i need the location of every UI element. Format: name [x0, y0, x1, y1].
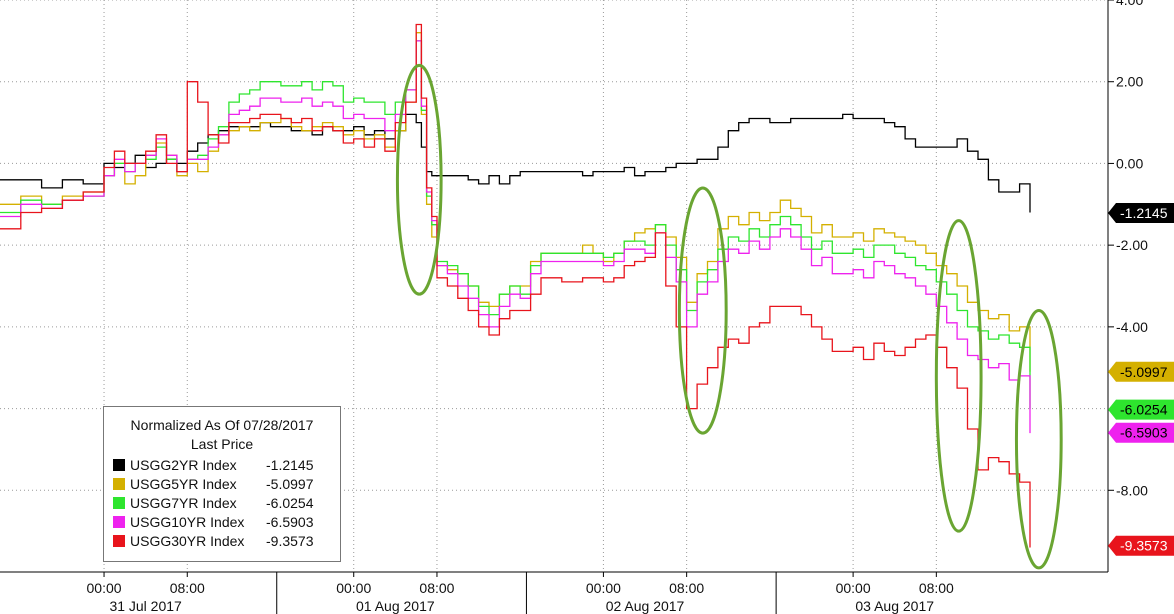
x-date-label: 03 Aug 2017 — [855, 598, 934, 614]
legend-series-name: USGG30YR Index — [130, 533, 245, 549]
y-tick-label: 2.00 — [1116, 74, 1143, 90]
legend-entry-usgg7yr: USGG7YR Index -6.0254 — [104, 494, 340, 513]
legend-series-name: USGG5YR Index — [130, 476, 237, 492]
x-tick-label: 08:00 — [170, 580, 205, 596]
last-value-tags: -1.2145 -5.0997 -6.0254 -6.5903 -9.3573 — [1108, 203, 1174, 556]
y-tick-label: -8.00 — [1116, 482, 1148, 498]
last-value-tag: -6.5903 — [1108, 422, 1174, 443]
series-line-usgg30yr-index — [0, 23, 1031, 548]
legend-swatch — [113, 516, 125, 528]
legend-series-name: USGG2YR Index — [130, 457, 237, 473]
last-value-tag: -5.0997 — [1108, 361, 1174, 382]
last-value-tag-text: -9.3573 — [1120, 538, 1168, 554]
last-value-tag: -6.0254 — [1108, 399, 1174, 420]
legend-swatch — [113, 478, 125, 490]
legend-series-name: USGG10YR Index — [130, 514, 245, 530]
last-value-tag-bg — [1108, 535, 1174, 556]
last-value-tag-bg — [1108, 422, 1174, 443]
x-tick-label: 08:00 — [669, 580, 704, 596]
legend-header-line2: Last Price — [190, 436, 254, 452]
legend-entry-usgg2yr: USGG2YR Index -1.2145 — [104, 456, 340, 475]
y-tick-label: -2.00 — [1116, 237, 1148, 253]
last-value-tag-bg — [1108, 203, 1174, 224]
annotation-ellipses — [395, 63, 1063, 570]
last-value-tag-text: -1.2145 — [1120, 205, 1168, 221]
annotation-ellipse — [934, 219, 983, 533]
legend-header-line1: Normalized As Of 07/28/2017 — [130, 417, 314, 433]
legend-series-name: USGG7YR Index — [130, 495, 237, 511]
series-line-usgg7yr-index — [0, 40, 1031, 409]
axes — [0, 0, 1109, 614]
legend-swatch — [113, 459, 125, 471]
annotation-ellipse — [1014, 309, 1063, 570]
x-tick-labels: 00:00 08:00 00:00 08:00 00:00 08:00 00:00 08:00… — [87, 572, 954, 614]
x-tick-label: 08:00 — [419, 580, 454, 596]
legend-series-value: -1.2145 — [266, 457, 314, 473]
legend-series-value: -6.5903 — [266, 514, 314, 530]
legend-entry-usgg30yr: USGG30YR Index -9.3573 — [104, 532, 340, 551]
last-value-tag-text: -6.5903 — [1120, 425, 1168, 441]
legend-swatch — [113, 497, 125, 509]
y-tick-label: -4.00 — [1116, 319, 1148, 335]
y-tick-label: 0.00 — [1116, 155, 1143, 171]
x-tick-label: 00:00 — [336, 580, 371, 596]
last-value-tag-bg — [1108, 361, 1174, 382]
x-date-label: 31 Jul 2017 — [109, 598, 182, 614]
last-value-tag-text: -6.0254 — [1120, 402, 1168, 418]
x-tick-label: 00:00 — [87, 580, 122, 596]
legend-series-value: -6.0254 — [266, 495, 314, 511]
last-value-tag-bg — [1108, 399, 1174, 420]
last-value-tag: -1.2145 — [1108, 203, 1174, 224]
series-line-usgg10yr-index — [0, 40, 1031, 434]
y-tick-label: 4.00 — [1116, 0, 1143, 8]
y-tick-labels: 4.00 2.00 0.00 -2.00 -4.00 -8.00 — [1108, 0, 1148, 498]
x-date-label: 02 Aug 2017 — [606, 598, 685, 614]
last-value-tag-text: -5.0997 — [1120, 364, 1168, 380]
legend-entry-usgg5yr: USGG5YR Index -5.0997 — [104, 475, 340, 494]
annotation-ellipse — [395, 63, 443, 296]
legend-entry-usgg10yr: USGG10YR Index -6.5903 — [104, 513, 340, 532]
legend-series-value: -5.0997 — [266, 476, 314, 492]
legend: Normalized As Of 07/28/2017 Last Price U… — [103, 406, 341, 562]
x-tick-label: 08:00 — [919, 580, 954, 596]
series-line-usgg5yr-index — [0, 32, 1031, 372]
x-date-label: 01 Aug 2017 — [356, 598, 435, 614]
legend-series-value: -9.3573 — [266, 533, 314, 549]
series-lines — [0, 23, 1031, 548]
x-tick-label: 00:00 — [586, 580, 621, 596]
last-value-tag: -9.3573 — [1108, 535, 1174, 556]
legend-swatch — [113, 535, 125, 547]
legend-header: Normalized As Of 07/28/2017 Last Price — [104, 416, 340, 454]
x-tick-label: 00:00 — [836, 580, 871, 596]
series-line-usgg2yr-index — [0, 113, 1031, 213]
annotation-ellipse — [677, 186, 728, 435]
